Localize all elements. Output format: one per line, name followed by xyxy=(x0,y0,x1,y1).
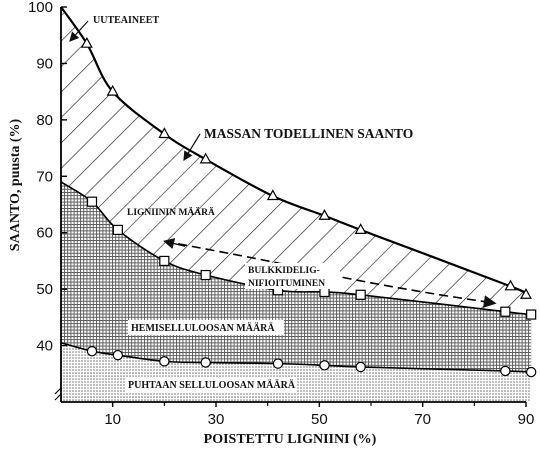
x-tick-label: 30 xyxy=(208,411,225,428)
square-marker xyxy=(112,224,123,235)
bulk-label-bg xyxy=(245,263,340,289)
bulk-delignification-line xyxy=(164,240,497,308)
y-tick-label: 70 xyxy=(36,168,53,185)
annotation-hemiselluloosa: HEMISELLULOOSAN MÄÄRÄ xyxy=(131,321,275,334)
x-axis-label: POISTETTU LIGNIINI (%) xyxy=(204,432,377,447)
circle-marker xyxy=(159,356,170,367)
triangle-marker xyxy=(318,209,331,220)
triangle-marker xyxy=(504,279,517,291)
y-tick-label: 80 xyxy=(36,112,53,129)
triangle-marker xyxy=(266,189,279,201)
circle-marker xyxy=(112,349,124,361)
uuteaineet-arrow xyxy=(69,20,89,42)
y-tick-label: 60 xyxy=(36,225,53,242)
annotation-uuteaineet: UUTEAINEET xyxy=(93,15,159,26)
total-yield-curve xyxy=(60,6,529,296)
square-marker xyxy=(355,289,366,300)
bulk-arrow-start xyxy=(162,238,186,249)
circle-marker xyxy=(200,357,211,368)
square-marker xyxy=(86,196,98,207)
annotation-selluloosa: PUHTAAN SELLULOOSAN MÄÄRÄ xyxy=(128,378,296,391)
triangle-marker xyxy=(106,84,119,96)
x-tick-label: 70 xyxy=(414,411,431,428)
sellu-label-bg xyxy=(125,377,297,392)
lignin-area xyxy=(61,7,532,315)
y-tick-label: 100 xyxy=(28,0,53,16)
y-axis-label: SAANTO, puusta (%) xyxy=(8,118,23,251)
square-marker xyxy=(500,306,511,317)
y-tick-label: 90 xyxy=(36,55,53,72)
massan-saanto-arrow xyxy=(183,133,201,162)
triangle-marker xyxy=(354,223,367,234)
triangle-marker xyxy=(519,288,533,299)
circle-marker xyxy=(86,346,98,357)
annotation-bulkki-line1: BULKKIDELIG- xyxy=(248,266,320,276)
circle-marker xyxy=(500,365,511,377)
circle-marker xyxy=(525,366,537,378)
triangle-marker xyxy=(80,36,93,48)
y-tick-label: 40 xyxy=(36,338,53,355)
annotation-ligniini: LIGNIININ MÄÄRÄ xyxy=(127,205,215,218)
hemi-label-bg xyxy=(128,320,284,335)
circle-marker xyxy=(355,361,366,373)
x-tick-label: 50 xyxy=(311,411,328,428)
square-marker xyxy=(159,255,170,267)
x-tick-label: 90 xyxy=(518,411,535,428)
cellulose-curve xyxy=(60,341,532,373)
square-marker xyxy=(200,269,211,281)
y-axis-break xyxy=(54,387,62,401)
triangle-marker xyxy=(158,127,171,139)
annotation-massan-saanto: MASSAN TODELLINEN SAANTO xyxy=(204,126,413,141)
triangle-marker xyxy=(199,152,212,164)
y-tick-label: 50 xyxy=(36,281,53,298)
circle-marker xyxy=(272,358,284,369)
square-marker xyxy=(526,309,537,320)
x-tick-label: 10 xyxy=(104,411,121,428)
annotation-bulkki-line2: NIFIOITUMINEN xyxy=(248,279,325,289)
circle-marker xyxy=(319,360,330,371)
